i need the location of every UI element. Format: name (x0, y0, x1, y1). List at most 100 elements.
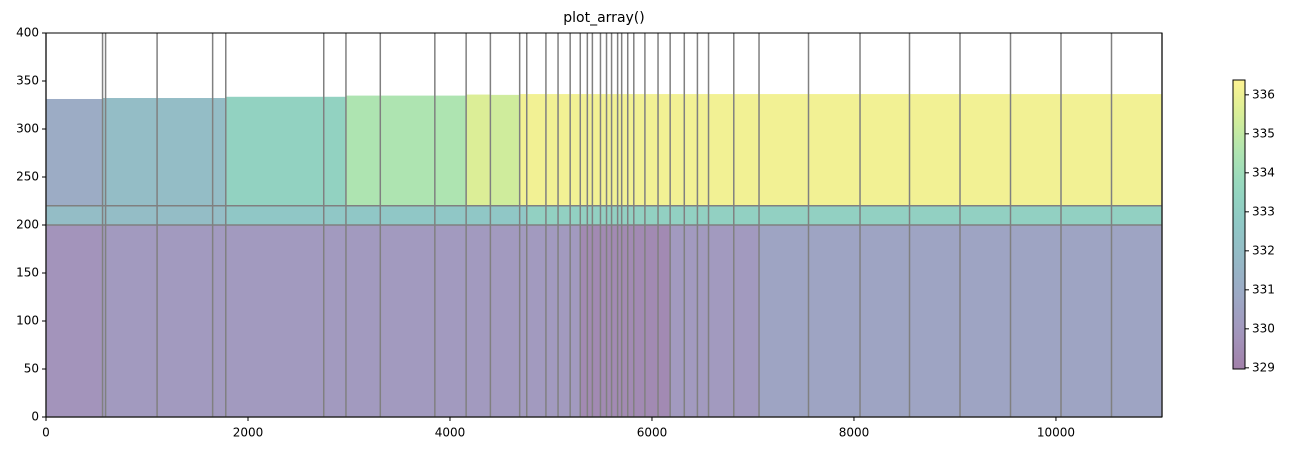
y-tick-label: 350 (16, 74, 39, 88)
cell (105, 98, 158, 207)
cell (758, 224, 809, 418)
cell (156, 205, 213, 226)
cell (733, 224, 760, 418)
cell (434, 224, 467, 418)
cell (323, 224, 347, 418)
cell (1111, 94, 1163, 207)
cell (606, 205, 612, 226)
colorbar-tick-label: 335 (1252, 126, 1275, 140)
cell (592, 205, 601, 226)
x-tick-label: 10000 (1037, 426, 1075, 440)
cell (345, 95, 381, 207)
x-tick-label: 2000 (233, 426, 264, 440)
cell (434, 95, 467, 207)
cell (621, 224, 628, 418)
cell (684, 205, 698, 226)
cell (708, 205, 735, 226)
cell (380, 205, 436, 226)
cell (45, 205, 103, 226)
cell (627, 94, 635, 207)
cell (490, 224, 520, 418)
cell (644, 205, 659, 226)
cell (733, 205, 760, 226)
cell (545, 94, 559, 207)
cell (684, 224, 698, 418)
cell (633, 94, 646, 207)
colorbar (1232, 79, 1246, 370)
cell (859, 205, 910, 226)
cell (621, 205, 628, 226)
cell (611, 224, 618, 418)
cell (621, 94, 628, 207)
cell (557, 224, 571, 418)
y-tick-label: 300 (16, 122, 39, 136)
cell (959, 224, 1011, 418)
colorbar-tick-label: 331 (1252, 282, 1275, 296)
cell (45, 224, 103, 418)
colorbar-tick-label: 329 (1252, 360, 1275, 374)
cell (345, 224, 381, 418)
cell (909, 205, 961, 226)
cell (490, 94, 520, 207)
cell (633, 224, 646, 418)
cell (519, 94, 527, 207)
cell (580, 94, 588, 207)
x-tick-label: 8000 (839, 426, 870, 440)
cell (708, 94, 735, 207)
cell (519, 224, 527, 418)
y-tick-label: 200 (16, 218, 39, 232)
cell (45, 98, 103, 207)
cell (1010, 205, 1062, 226)
colorbar-tick-label: 334 (1252, 165, 1275, 179)
x-tick-label: 4000 (435, 426, 466, 440)
cell (627, 224, 635, 418)
cell (380, 224, 436, 418)
cell (212, 205, 227, 226)
cell (644, 94, 659, 207)
cell (657, 205, 671, 226)
cell (465, 94, 491, 207)
cell (434, 205, 467, 226)
cell (611, 94, 618, 207)
cell (1111, 205, 1163, 226)
cell (490, 205, 520, 226)
cell (627, 205, 635, 226)
cell (669, 224, 685, 418)
cell (580, 205, 588, 226)
cell (587, 224, 593, 418)
cell (557, 205, 571, 226)
cell (684, 94, 698, 207)
colorbar-tick-label: 333 (1252, 204, 1275, 218)
cell (225, 205, 324, 226)
x-tick-label: 0 (42, 426, 50, 440)
cell (323, 96, 347, 207)
y-tick-label: 400 (16, 26, 39, 40)
cell (808, 224, 861, 418)
cell (959, 94, 1011, 207)
cell (569, 205, 581, 226)
cell (526, 224, 547, 418)
cell (526, 205, 547, 226)
cell (697, 205, 709, 226)
y-tick-label: 50 (24, 362, 39, 376)
cell (569, 94, 581, 207)
y-tick-label: 150 (16, 266, 39, 280)
cell (909, 94, 961, 207)
cell (611, 205, 618, 226)
cell (1060, 94, 1112, 207)
cell (580, 224, 588, 418)
cell (225, 96, 324, 207)
x-tick-label: 6000 (637, 426, 668, 440)
cell (1010, 224, 1062, 418)
cell (105, 205, 158, 226)
colorbar-tick-label: 332 (1252, 243, 1275, 257)
cell (105, 224, 158, 418)
cell (1010, 94, 1062, 207)
cell (545, 224, 559, 418)
cell (669, 205, 685, 226)
cell (1060, 224, 1112, 418)
cell (859, 94, 910, 207)
cell (465, 224, 491, 418)
cell (225, 224, 324, 418)
cell (657, 224, 671, 418)
